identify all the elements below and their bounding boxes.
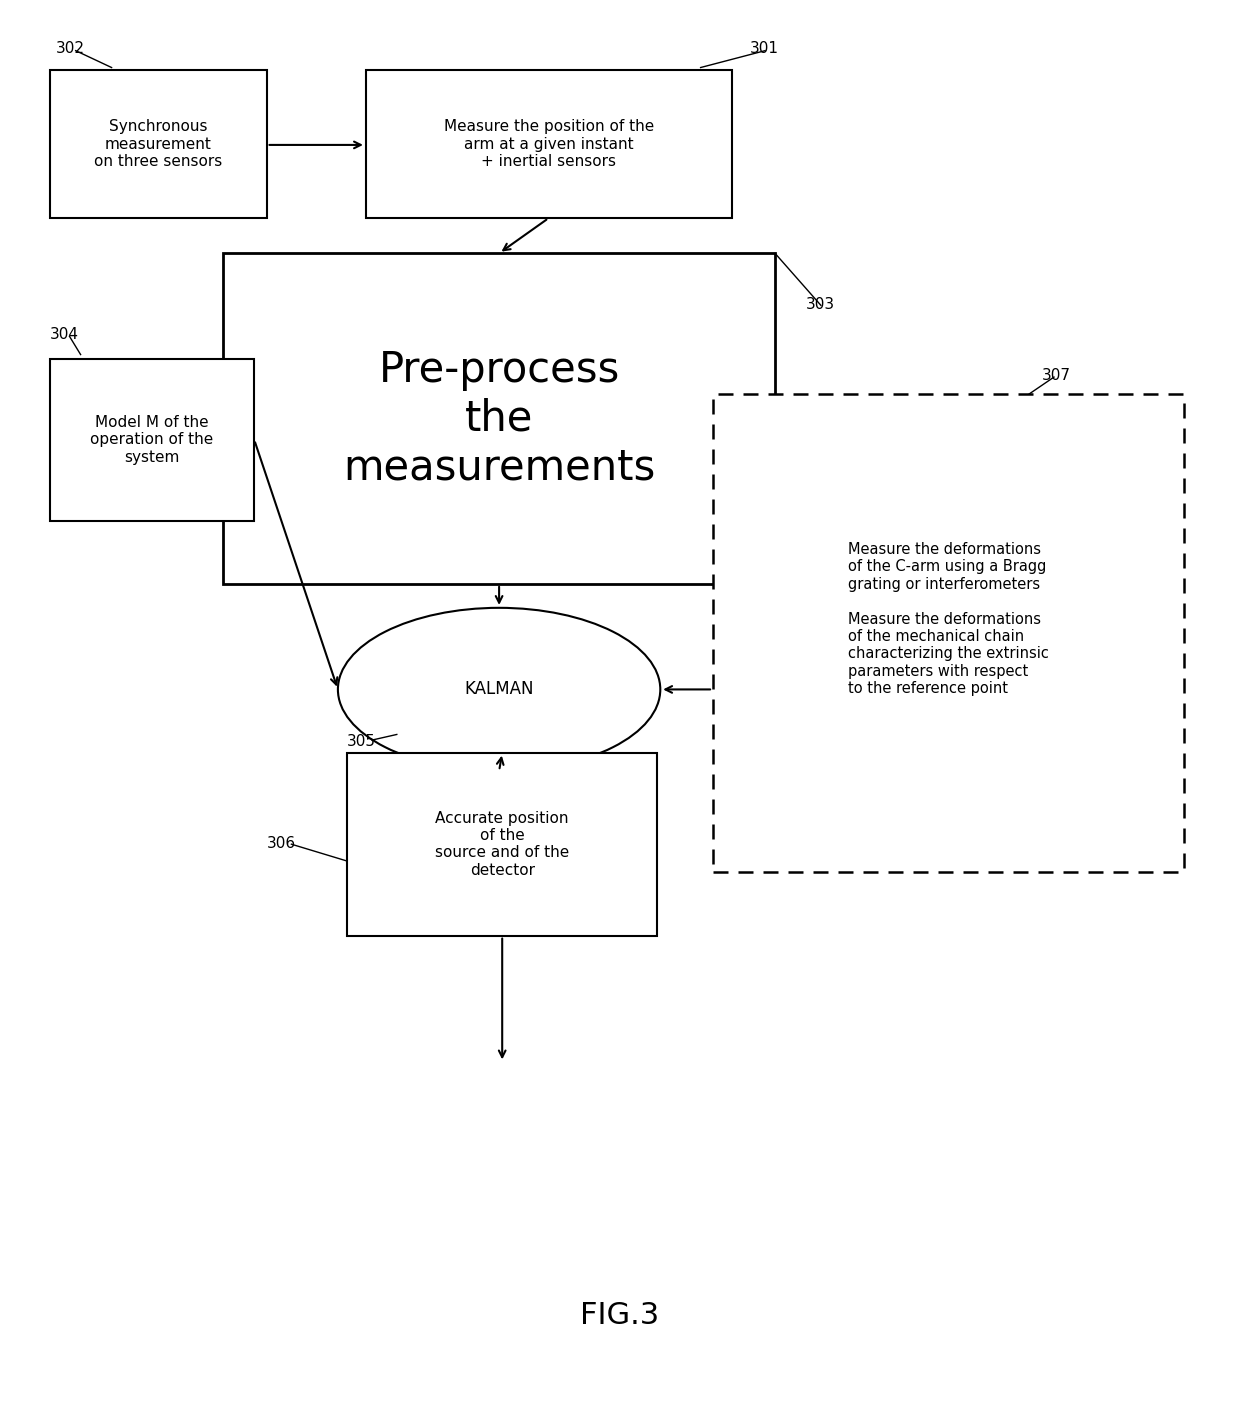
- Text: Accurate position
of the
source and of the
detector: Accurate position of the source and of t…: [435, 810, 569, 878]
- Text: Pre-process
the
measurements: Pre-process the measurements: [343, 349, 655, 488]
- Bar: [50, 359, 254, 521]
- Bar: [347, 753, 657, 936]
- Text: 304: 304: [50, 326, 78, 342]
- Bar: [366, 70, 732, 218]
- Text: 303: 303: [806, 297, 835, 312]
- Text: Synchronous
measurement
on three sensors: Synchronous measurement on three sensors: [94, 120, 222, 169]
- Text: 301: 301: [750, 41, 779, 56]
- Text: 307: 307: [1042, 367, 1070, 383]
- Text: 302: 302: [56, 41, 84, 56]
- Text: 305: 305: [347, 733, 376, 749]
- Text: KALMAN: KALMAN: [464, 681, 534, 698]
- Text: 306: 306: [267, 836, 295, 851]
- Bar: [223, 253, 775, 584]
- Text: Measure the position of the
arm at a given instant
+ inertial sensors: Measure the position of the arm at a giv…: [444, 120, 653, 169]
- Bar: [713, 394, 1184, 872]
- Bar: [50, 70, 267, 218]
- Text: Model M of the
operation of the
system: Model M of the operation of the system: [91, 415, 213, 464]
- Text: Measure the deformations
of the C-arm using a Bragg
grating or interferometers
 : Measure the deformations of the C-arm us…: [848, 542, 1049, 696]
- Ellipse shape: [337, 608, 661, 771]
- Text: FIG.3: FIG.3: [580, 1301, 660, 1330]
